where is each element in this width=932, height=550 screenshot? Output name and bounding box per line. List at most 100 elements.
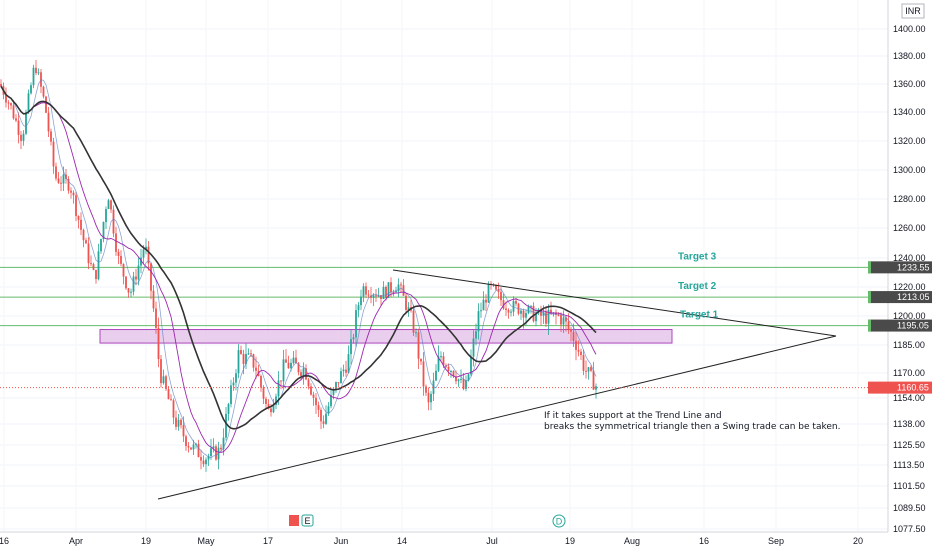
candle-body — [27, 93, 30, 112]
candle-body — [420, 358, 422, 362]
price-tag-marker — [868, 319, 871, 332]
candle-body — [17, 120, 20, 135]
candle-body — [450, 371, 452, 373]
candle-body — [165, 376, 167, 389]
candle-body — [345, 369, 347, 373]
candle-body — [252, 354, 255, 368]
candle-body — [187, 446, 190, 448]
candle-body — [340, 371, 342, 384]
earnings-marker-flag — [289, 515, 299, 526]
candle-body — [500, 291, 502, 301]
candle-body — [70, 190, 72, 193]
candle-body — [262, 387, 265, 399]
y-tick-label: 1138.00 — [893, 419, 925, 429]
candle-body — [407, 307, 410, 310]
candle-body — [540, 309, 542, 316]
candle-body — [460, 378, 462, 380]
y-tick-label: 1101.50 — [893, 481, 925, 491]
candle-body — [77, 216, 80, 220]
candle-body — [175, 417, 177, 427]
candle-body — [342, 369, 345, 372]
candle-body — [147, 246, 150, 264]
price-tag-label: 1195.05 — [897, 321, 929, 331]
candle-body — [422, 361, 425, 387]
candle-body — [85, 240, 87, 244]
candle-body — [380, 295, 382, 299]
candle-body — [307, 379, 310, 387]
candle-body — [360, 296, 362, 306]
candle-body — [0, 84, 2, 87]
candle-body — [265, 398, 267, 404]
x-tick-label: 19 — [565, 536, 575, 546]
candle-body — [67, 178, 70, 191]
price-tag-marker — [868, 291, 871, 304]
candle-body — [412, 310, 415, 333]
candle-body — [87, 243, 90, 264]
candle-body — [285, 359, 287, 363]
candle-body — [167, 388, 170, 400]
earnings-marker[interactable]: E — [289, 514, 314, 527]
candle-body — [22, 133, 25, 141]
candle-body — [590, 367, 592, 371]
candle-body — [437, 356, 440, 371]
candle-body — [567, 321, 570, 330]
candle-body — [415, 332, 417, 334]
candle-body — [117, 251, 120, 256]
candle-body — [440, 356, 442, 358]
y-tick-label: 1200.00 — [893, 311, 926, 321]
candle-body — [300, 372, 302, 376]
ma-long — [0, 85, 597, 430]
candle-body — [32, 67, 35, 86]
candle-body — [240, 350, 242, 354]
candle-body — [327, 406, 330, 414]
candle-body — [287, 362, 290, 369]
candle-body — [472, 338, 475, 357]
candle-body — [290, 362, 292, 369]
candle-body — [462, 378, 465, 389]
candle-body — [35, 67, 37, 74]
candle-body — [282, 359, 285, 382]
candle-body — [332, 389, 335, 395]
candle-body — [42, 86, 45, 97]
candle-body — [475, 331, 477, 339]
candle-body — [550, 309, 552, 314]
candle-body — [230, 385, 232, 405]
candle-body — [560, 314, 562, 325]
x-tick-label: Aug — [624, 536, 640, 546]
candle-body — [122, 263, 125, 277]
candle-body — [522, 310, 525, 318]
candle-body — [532, 305, 535, 322]
candle-body — [247, 353, 250, 355]
candle-body — [580, 351, 582, 356]
candle-body — [457, 379, 460, 382]
candle-body — [295, 357, 297, 364]
earnings-marker-box — [301, 514, 314, 527]
target-label-3: Target 3 — [678, 251, 717, 262]
candle-body — [367, 294, 370, 296]
x-tick-label: 19 — [141, 536, 151, 546]
y-tick-label: 1185.00 — [893, 340, 925, 350]
dividend-marker[interactable]: D — [552, 514, 566, 528]
candle-body — [120, 255, 122, 264]
candle-body — [82, 229, 85, 241]
candle-body — [267, 403, 270, 409]
y-tick-label: 1320.00 — [893, 136, 926, 146]
dividend-marker-circle — [552, 514, 566, 528]
candle-body — [575, 340, 577, 350]
candle-body — [542, 312, 545, 316]
candle-body — [375, 295, 377, 297]
trendlines — [157, 269, 837, 500]
y-tick-label: 1400.00 — [893, 24, 926, 34]
candle-body — [417, 332, 420, 359]
candle-body — [577, 349, 580, 352]
candle-body — [80, 219, 82, 230]
candle-body — [62, 174, 65, 184]
candle-body — [47, 112, 50, 132]
candle-body — [495, 284, 497, 290]
candle-body — [192, 444, 195, 450]
ma-short — [0, 79, 597, 459]
candle-body — [220, 447, 222, 450]
candle-body — [242, 353, 245, 365]
annotation-text: If it takes support at the Trend Line an… — [544, 411, 840, 432]
